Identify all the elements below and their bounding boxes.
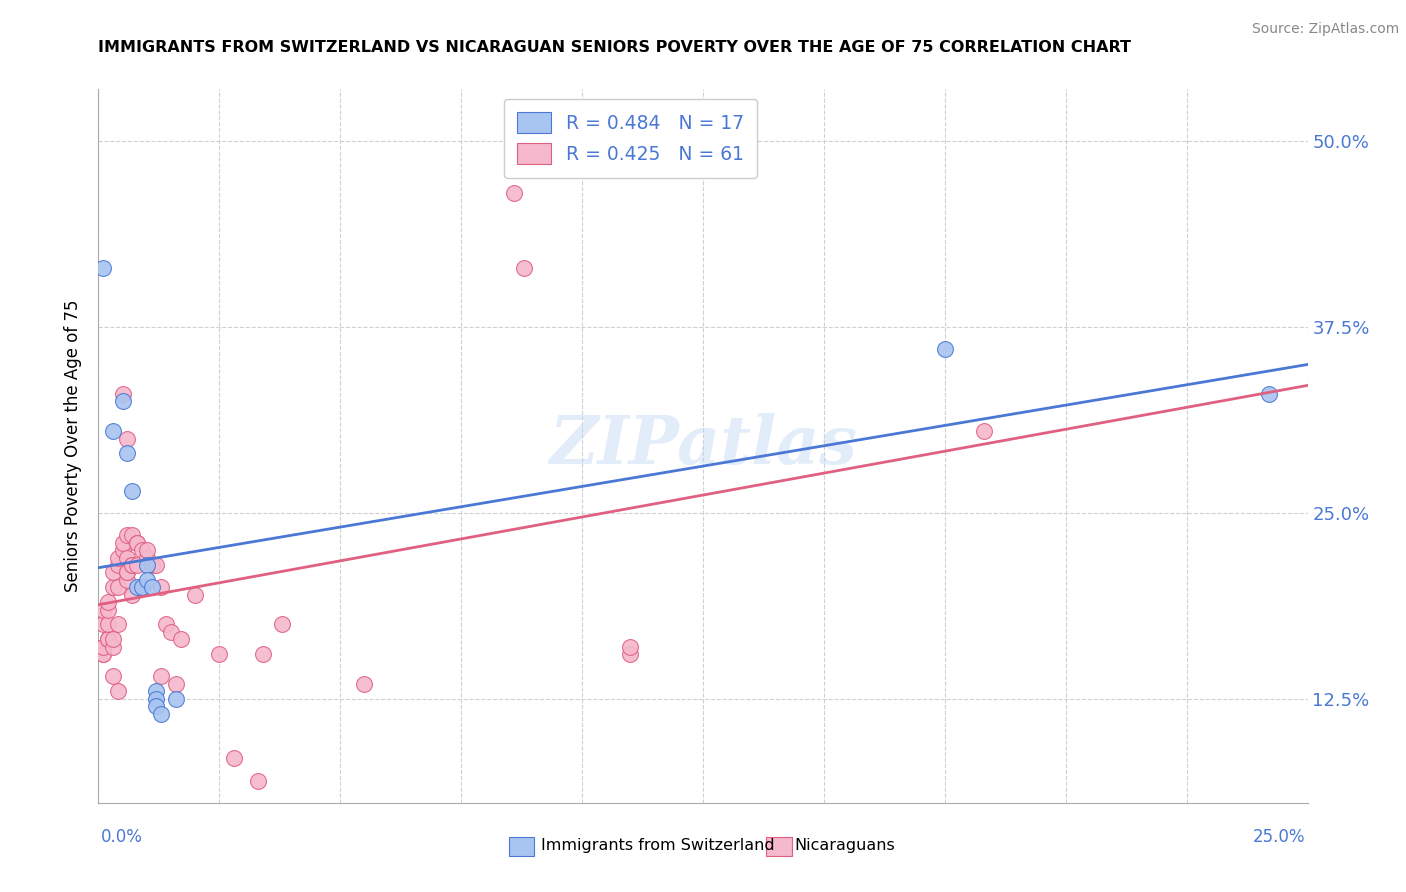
Point [91, 640, 114, 654]
Point [111, 394, 134, 409]
Point [107, 617, 129, 632]
Point [160, 624, 183, 639]
Point [619, 647, 641, 661]
Point [91, 602, 114, 616]
Point [150, 580, 173, 594]
Point [101, 632, 124, 647]
Point [165, 691, 187, 706]
Point [107, 684, 129, 698]
Point [973, 424, 995, 438]
Point [141, 558, 163, 572]
Point [145, 699, 167, 714]
Point [135, 558, 157, 572]
Point [127, 535, 149, 549]
Point [131, 580, 153, 594]
Text: Immigrants from Switzerland: Immigrants from Switzerland [541, 838, 775, 853]
Point [145, 558, 167, 572]
Point [127, 558, 149, 572]
Point [91, 640, 114, 654]
Point [97, 632, 120, 647]
Point [135, 543, 157, 558]
Point [101, 424, 124, 438]
Point [107, 550, 129, 565]
Point [619, 640, 641, 654]
Point [145, 684, 167, 698]
Point [131, 543, 153, 558]
Text: Nicaraguans: Nicaraguans [794, 838, 896, 853]
Point [222, 751, 245, 765]
Point [184, 588, 207, 602]
Point [135, 550, 157, 565]
Point [155, 617, 177, 632]
Point [513, 260, 536, 275]
Point [121, 558, 143, 572]
Legend: R = 0.484   N = 17, R = 0.425   N = 61: R = 0.484 N = 17, R = 0.425 N = 61 [503, 99, 756, 178]
Point [135, 573, 157, 587]
Text: 25.0%: 25.0% [1253, 828, 1305, 846]
Point [111, 535, 134, 549]
Point [107, 580, 129, 594]
Point [503, 186, 526, 201]
Point [91, 647, 114, 661]
Point [117, 566, 139, 580]
Point [101, 566, 124, 580]
Point [111, 543, 134, 558]
Point [97, 595, 120, 609]
Text: 0.0%: 0.0% [101, 828, 143, 846]
Point [101, 640, 124, 654]
Point [252, 647, 274, 661]
Point [121, 483, 143, 498]
Point [101, 580, 124, 594]
Point [208, 647, 231, 661]
Point [91, 647, 114, 661]
Point [150, 669, 173, 683]
Point [117, 550, 139, 565]
Point [145, 691, 167, 706]
Text: IMMIGRANTS FROM SWITZERLAND VS NICARAGUAN SENIORS POVERTY OVER THE AGE OF 75 COR: IMMIGRANTS FROM SWITZERLAND VS NICARAGUA… [98, 40, 1132, 55]
Point [117, 432, 139, 446]
Point [97, 617, 120, 632]
Point [91, 260, 114, 275]
Point [165, 677, 187, 691]
Point [247, 773, 270, 788]
Point [117, 573, 139, 587]
Point [91, 617, 114, 632]
Point [271, 617, 294, 632]
Point [127, 535, 149, 549]
Point [934, 343, 956, 357]
Text: ZIPatlas: ZIPatlas [550, 414, 856, 478]
Point [1257, 387, 1279, 401]
Point [141, 580, 163, 594]
Point [121, 558, 143, 572]
Point [121, 528, 143, 542]
Point [169, 632, 191, 647]
Point [117, 528, 139, 542]
Point [107, 558, 129, 572]
Point [353, 677, 375, 691]
Point [117, 566, 139, 580]
Point [97, 602, 120, 616]
Point [127, 580, 149, 594]
Point [121, 588, 143, 602]
Y-axis label: Seniors Poverty Over the Age of 75: Seniors Poverty Over the Age of 75 [65, 300, 83, 592]
Point [150, 706, 173, 721]
Point [97, 632, 120, 647]
Point [111, 387, 134, 401]
Point [101, 669, 124, 683]
Point [117, 446, 139, 460]
Point [131, 580, 153, 594]
Text: Source: ZipAtlas.com: Source: ZipAtlas.com [1251, 22, 1399, 37]
